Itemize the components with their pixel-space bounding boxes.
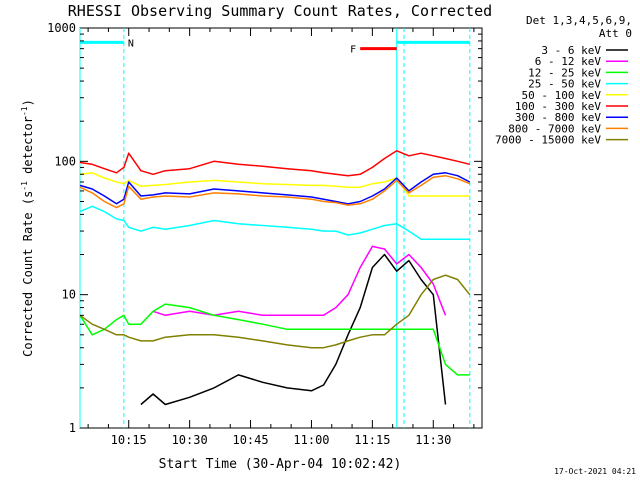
legend-label-3: 25 - 50 keV — [528, 78, 601, 91]
series-line-4 — [79, 172, 470, 197]
series-line-0 — [140, 253, 447, 406]
legend-header-line2: Att 0 — [599, 27, 632, 40]
marker-layer — [79, 28, 471, 428]
series-line-3 — [79, 205, 470, 241]
y-axis-label-sup2: -1 — [20, 106, 29, 116]
series-line-6 — [79, 172, 471, 205]
y-tick-label-2: 100 — [54, 154, 76, 168]
x-tick-label-5: 11:30 — [415, 433, 451, 447]
legend-label-8: 7000 - 15000 keV — [495, 134, 601, 147]
series-layer — [79, 150, 471, 406]
flag-bar-label-2: F — [350, 45, 356, 56]
x-tick-label-3: 11:00 — [293, 433, 329, 447]
legend-label-7: 800 - 7000 keV — [508, 122, 601, 135]
series-line-2 — [79, 303, 470, 376]
series-line-7 — [79, 174, 471, 209]
x-tick-label-2: 10:45 — [232, 433, 268, 447]
y-tick-label-3: 1000 — [47, 21, 76, 35]
y-axis-label-sup1: -1 — [20, 181, 29, 191]
legend-header-line1: Det 1,3,4,5,6,9, — [526, 14, 632, 27]
y-tick-label-1: 10 — [62, 288, 76, 302]
series-line-8 — [79, 274, 471, 349]
timestamp: 17-Oct-2021 04:21 — [554, 467, 636, 476]
legend-label-6: 300 - 800 keV — [515, 111, 601, 124]
x-tick-label-1: 10:30 — [172, 433, 208, 447]
x-axis-label: Start Time (30-Apr-04 10:02:42) — [159, 457, 402, 472]
legend-label-4: 50 - 100 keV — [522, 89, 602, 102]
bar-layer: NF — [80, 38, 470, 56]
legend-label-1: 6 - 12 keV — [535, 55, 602, 68]
y-axis-label-main: Corrected Count Rate (s — [21, 191, 35, 357]
x-axis: 10:15 10:30 10:45 11:00 11:15 11:30 — [87, 28, 475, 447]
flag-bar-label-0: N — [128, 38, 134, 49]
y-axis-label: Corrected Count Rate (s-1 detector-1) — [20, 99, 35, 357]
y-axis-label-end: ) — [21, 99, 35, 106]
legend-label-5: 100 - 300 keV — [515, 100, 601, 113]
y-axis: 1 10 100 1000 — [47, 21, 482, 435]
y-tick-label-0: 1 — [69, 421, 76, 435]
x-tick-label-4: 11:15 — [354, 433, 390, 447]
legend-label-0: 3 - 6 keV — [541, 44, 601, 57]
chart-title: RHESSI Observing Summary Count Rates, Co… — [68, 2, 492, 20]
x-tick-label-0: 10:15 — [111, 433, 147, 447]
series-line-5 — [79, 150, 470, 177]
y-axis-label-mid: detector — [21, 116, 35, 181]
legend-label-2: 12 - 25 keV — [528, 66, 601, 79]
